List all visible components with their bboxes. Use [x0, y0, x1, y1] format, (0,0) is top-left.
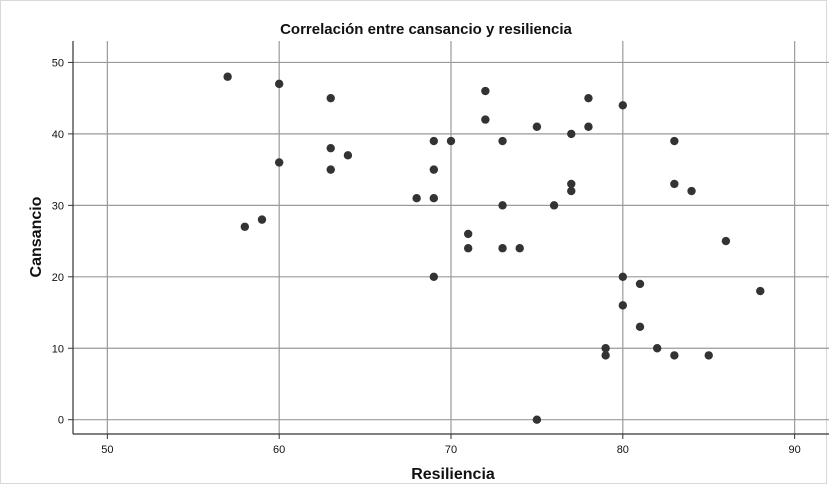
data-point: [567, 129, 576, 139]
data-point: [463, 229, 473, 239]
data-point: [343, 151, 353, 160]
data-point: [549, 201, 559, 210]
data-point: [429, 194, 439, 203]
data-point: [498, 244, 507, 253]
y-tick-label: 20: [52, 272, 64, 284]
data-point: [412, 194, 421, 203]
data-point: [463, 244, 473, 253]
data-point: [635, 279, 645, 289]
data-point: [326, 93, 335, 103]
data-point: [481, 115, 490, 124]
grid-lines: [73, 41, 829, 434]
axes: [68, 41, 829, 439]
data-point: [601, 344, 610, 353]
data-point: [721, 236, 731, 246]
data-point: [498, 201, 507, 210]
y-tick-label: 30: [52, 200, 64, 212]
data-point: [756, 286, 765, 296]
data-point: [704, 351, 713, 360]
data-point: [618, 272, 628, 281]
data-point: [429, 136, 439, 146]
data-point: [429, 165, 439, 174]
data-point: [687, 186, 696, 196]
x-tick-label: 70: [445, 444, 457, 456]
x-tick-label: 50: [101, 444, 113, 456]
data-point: [567, 186, 576, 196]
data-point: [584, 122, 593, 131]
data-point: [635, 322, 645, 332]
data-point: [670, 351, 679, 360]
data-point: [481, 86, 490, 96]
data-point: [584, 93, 593, 103]
data-point: [618, 101, 628, 110]
data-point: [601, 351, 610, 360]
x-tick-label: 60: [273, 444, 285, 456]
data-point: [446, 136, 456, 146]
x-tick-label: 80: [617, 444, 629, 456]
data-point: [240, 222, 250, 231]
tick-labels: 50 60 70 80 90 0 10 20 30 40 50: [52, 57, 801, 456]
data-point: [257, 215, 267, 224]
data-point: [429, 272, 439, 281]
data-point: [670, 179, 679, 189]
y-tick-label: 50: [52, 57, 64, 69]
data-point: [567, 179, 576, 189]
data-point: [326, 143, 335, 153]
y-axis-title: Cansancio: [28, 196, 45, 277]
data-point: [274, 158, 284, 167]
data-point: [515, 244, 524, 253]
data-point: [670, 136, 679, 146]
x-axis-title: Resiliencia: [411, 466, 495, 483]
data-point: [618, 301, 628, 310]
data-point: [532, 122, 542, 131]
data-point: [652, 344, 662, 353]
chart-title: Correlación entre cansancio y resilienci…: [280, 21, 572, 38]
data-points: [223, 72, 765, 424]
data-point: [498, 136, 507, 146]
y-tick-label: 40: [52, 129, 64, 141]
data-point: [274, 79, 284, 89]
data-point: [326, 165, 335, 174]
y-tick-label: 10: [52, 343, 64, 355]
y-tick-label: 0: [58, 415, 64, 427]
x-tick-label: 90: [789, 444, 801, 456]
data-point: [223, 72, 232, 81]
data-point: [532, 415, 542, 424]
